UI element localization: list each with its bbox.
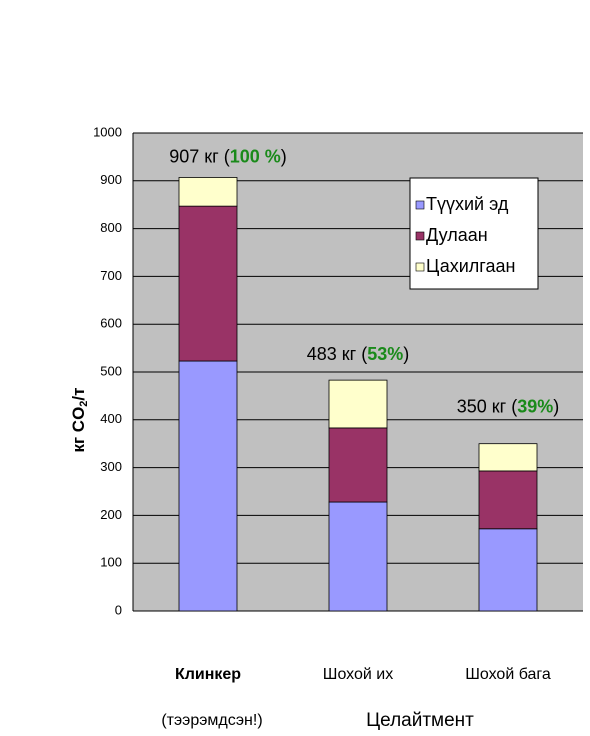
total-close: ) [281,146,287,166]
bar-segment [178,360,238,612]
y-tick-label: 700 [100,268,122,283]
total-value: 907 кг ( [169,146,229,166]
y-tick-label: 600 [100,316,122,331]
legend-label: Цахилгаан [426,256,515,276]
bar-segment [478,470,538,530]
y-axis-label: кг CO2/т [69,388,89,453]
total-value: 350 кг ( [457,396,517,416]
bar-segment [328,379,388,429]
x-tick-label: Шохой их [323,666,393,683]
total-close: ) [553,396,559,416]
total-percent: 39% [517,396,553,416]
total-value: 483 кг ( [307,344,367,364]
x-tick-label: Шохой бага [465,666,551,683]
legend-label: Түүхий эд [426,194,509,214]
bar-segment [478,443,538,472]
legend-swatch [415,200,425,210]
group-label: (тээрэмдсэн!) [161,712,262,729]
y-tick-label: 100 [100,555,122,570]
total-percent: 53% [367,344,403,364]
legend-swatch [415,231,425,241]
y-tick-label: 500 [100,363,122,378]
total-label: 350 кг (39%) [457,396,560,416]
y-axis-label-main: кг CO [69,407,88,453]
bar-segment [478,528,538,612]
y-tick-label: 300 [100,459,122,474]
legend-label: Дулаан [426,225,488,245]
group-label: Целайтмент [366,710,474,731]
y-tick-label: 400 [100,411,122,426]
bar-segment [328,501,388,612]
bar-segment [178,177,238,207]
bar-segment [178,205,238,362]
bar-segment [328,427,388,503]
total-percent: 100 % [230,146,281,166]
total-close: ) [403,344,409,364]
y-tick-label: 200 [100,507,122,522]
x-tick-label: Клинкер [175,666,241,683]
legend-swatch [415,262,425,272]
y-tick-label: 800 [100,220,122,235]
y-axis-label-sub: 2 [78,401,90,407]
y-tick-label: 1000 [93,124,122,139]
legend-box [409,177,539,290]
total-label: 907 кг (100 %) [169,146,287,166]
y-axis-label-tail: /т [69,388,88,401]
y-tick-label: 0 [115,602,122,617]
y-tick-label: 900 [100,172,122,187]
total-label: 483 кг (53%) [307,344,410,364]
